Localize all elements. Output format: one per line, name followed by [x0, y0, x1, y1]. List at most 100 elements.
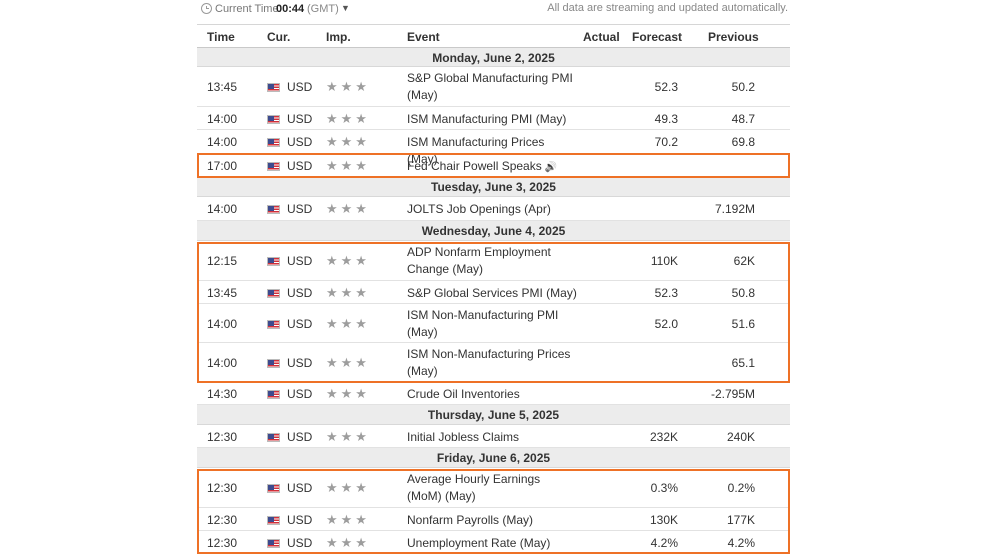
- event-name[interactable]: ISM Non-Manufacturing Prices (May): [407, 347, 571, 378]
- event-row[interactable]: 14:00 USD ★★★ ISM Manufacturing Prices (May…: [197, 130, 790, 166]
- us-flag-icon: [267, 516, 280, 525]
- event-currency: USD: [287, 513, 313, 527]
- us-flag-icon: [267, 205, 280, 214]
- column-header-importance[interactable]: Imp.: [326, 30, 351, 44]
- chevron-down-icon[interactable]: ▼: [341, 3, 350, 13]
- event-row[interactable]: 14:00 USD ★★★ ISM Non-Manufacturing PMI (Ma…: [197, 304, 790, 343]
- importance-stars-icon: ★★★: [326, 285, 370, 300]
- event-currency: USD: [287, 481, 313, 495]
- event-row[interactable]: 14:30 USD ★★★ Crude Oil Inventories -2.795M: [197, 382, 790, 405]
- event-name[interactable]: Crude Oil Inventories: [407, 387, 520, 401]
- column-header-forecast[interactable]: Forecast: [632, 30, 683, 44]
- event-currency: USD: [287, 80, 313, 94]
- event-currency: USD: [287, 135, 313, 149]
- event-row[interactable]: 14:00 USD ★★★ ISM Manufacturing PMI (May) 49…: [197, 107, 790, 130]
- event-previous: 51.6: [731, 317, 755, 331]
- column-header-event[interactable]: Event: [407, 30, 440, 44]
- event-currency: USD: [287, 159, 313, 173]
- importance-stars-icon: ★★★: [326, 316, 370, 331]
- event-row[interactable]: 17:00 USD ★★★ Fed Chair Powell Speaks 🔊: [197, 154, 790, 177]
- event-row[interactable]: 12:30 USD ★★★ Initial Jobless Claims 232K 240…: [197, 425, 790, 448]
- event-row[interactable]: 12:15 USD ★★★ ADP Nonfarm Employment Change…: [197, 241, 790, 281]
- importance-stars-icon: ★★★: [326, 79, 370, 94]
- event-previous: 65.1: [731, 356, 755, 370]
- column-header-previous[interactable]: Previous: [708, 30, 759, 44]
- us-flag-icon: [267, 539, 280, 548]
- table-header: Time Cur. Imp. Event Actual Forecast Pre…: [197, 24, 790, 48]
- event-previous: 240K: [726, 430, 755, 444]
- event-name[interactable]: ISM Manufacturing PMI (May): [407, 112, 567, 126]
- event-row[interactable]: 14:00 USD ★★★ JOLTS Job Openings (Apr) 7.192…: [197, 197, 790, 221]
- importance-stars-icon: ★★★: [326, 253, 370, 268]
- event-name[interactable]: Average Hourly Earnings (MoM) (May): [407, 472, 541, 503]
- event-previous: 50.8: [731, 286, 755, 300]
- event-time: 14:00: [207, 135, 238, 149]
- event-name-link[interactable]: ADP Nonfarm Employment Change (May): [407, 244, 577, 278]
- event-name-link[interactable]: S&P Global Services PMI (May): [407, 285, 577, 302]
- us-flag-icon: [267, 257, 280, 266]
- event-name-link[interactable]: Nonfarm Payrolls (May): [407, 512, 577, 529]
- event-name[interactable]: Unemployment Rate (May): [407, 536, 551, 550]
- event-name-link[interactable]: ISM Manufacturing Prices (May): [407, 134, 577, 168]
- event-forecast: 52.3: [654, 286, 678, 300]
- event-name-link[interactable]: ISM Non-Manufacturing Prices (May): [407, 346, 577, 380]
- event-name[interactable]: Nonfarm Payrolls (May): [407, 513, 534, 527]
- streaming-notice: All data are streaming and updated autom…: [547, 2, 788, 14]
- event-time: 14:00: [207, 112, 238, 126]
- event-row[interactable]: 12:30 USD ★★★ Nonfarm Payrolls (May) 130K 177…: [197, 508, 790, 531]
- column-header-time[interactable]: Time: [207, 30, 235, 44]
- us-flag-icon: [267, 138, 280, 147]
- event-forecast: 49.3: [654, 112, 678, 126]
- event-row[interactable]: 12:30 USD ★★★ Unemployment Rate (May) 4.2% 4.…: [197, 531, 790, 554]
- event-previous: 4.2%: [727, 536, 755, 550]
- timezone-selector[interactable]: (GMT): [307, 3, 339, 15]
- event-forecast: 52.0: [654, 317, 678, 331]
- us-flag-icon: [267, 289, 280, 298]
- event-name[interactable]: ISM Manufacturing Prices (May): [407, 135, 545, 166]
- importance-stars-icon: ★★★: [326, 512, 370, 527]
- date-label: Wednesday, June 4, 2025: [421, 224, 566, 238]
- calendar-topbar: Current Time: 00:44 (GMT) ▼ All data are…: [197, 0, 790, 22]
- event-name-link[interactable]: ISM Non-Manufacturing PMI (May): [407, 307, 577, 341]
- date-row: Wednesday, June 4, 2025: [197, 221, 790, 241]
- date-label: Thursday, June 5, 2025: [427, 408, 560, 422]
- event-name-link[interactable]: S&P Global Manufacturing PMI (May): [407, 70, 577, 104]
- economic-calendar: Current Time: 00:44 (GMT) ▼ All data are…: [197, 0, 790, 554]
- event-row[interactable]: 12:30 USD ★★★ Average Hourly Earnings (MoM)…: [197, 468, 790, 508]
- event-name[interactable]: Fed Chair Powell Speaks: [407, 159, 542, 173]
- importance-stars-icon: ★★★: [326, 535, 370, 550]
- event-currency: USD: [287, 286, 313, 300]
- event-name-link[interactable]: Initial Jobless Claims: [407, 429, 577, 446]
- us-flag-icon: [267, 433, 280, 442]
- event-currency: USD: [287, 536, 313, 550]
- event-row[interactable]: 13:45 USD ★★★ S&P Global Services PMI (May)…: [197, 281, 790, 304]
- event-forecast: 4.2%: [650, 536, 678, 550]
- event-name-link[interactable]: ISM Manufacturing PMI (May): [407, 111, 577, 128]
- event-name[interactable]: JOLTS Job Openings (Apr): [407, 202, 551, 216]
- speaker-icon[interactable]: 🔊: [544, 162, 558, 173]
- event-currency: USD: [287, 356, 313, 370]
- column-header-currency[interactable]: Cur.: [267, 30, 291, 44]
- event-name-link[interactable]: Unemployment Rate (May): [407, 535, 577, 552]
- importance-stars-icon: ★★★: [326, 429, 370, 444]
- event-name[interactable]: ISM Non-Manufacturing PMI (May): [407, 308, 559, 339]
- event-currency: USD: [287, 254, 313, 268]
- event-name-link[interactable]: Average Hourly Earnings (MoM) (May): [407, 471, 577, 505]
- event-name-link[interactable]: Crude Oil Inventories: [407, 386, 577, 403]
- column-header-actual[interactable]: Actual: [583, 30, 620, 44]
- event-forecast: 232K: [649, 430, 678, 444]
- event-name[interactable]: Initial Jobless Claims: [407, 430, 520, 444]
- us-flag-icon: [267, 359, 280, 368]
- event-previous: -2.795M: [710, 387, 755, 401]
- event-name-link[interactable]: Fed Chair Powell Speaks 🔊: [407, 158, 577, 176]
- event-row[interactable]: 13:45 USD ★★★ S&P Global Manufacturing PMI …: [197, 67, 790, 107]
- event-name[interactable]: ADP Nonfarm Employment Change (May): [407, 245, 551, 276]
- importance-stars-icon: ★★★: [326, 134, 370, 149]
- us-flag-icon: [267, 484, 280, 493]
- event-name[interactable]: S&P Global Services PMI (May): [407, 286, 577, 300]
- event-name-link[interactable]: JOLTS Job Openings (Apr): [407, 201, 577, 218]
- event-row[interactable]: 14:00 USD ★★★ ISM Non-Manufacturing Prices …: [197, 343, 790, 382]
- date-row: Monday, June 2, 2025: [197, 48, 790, 67]
- event-name[interactable]: S&P Global Manufacturing PMI (May): [407, 71, 573, 102]
- event-previous: 62K: [733, 254, 755, 268]
